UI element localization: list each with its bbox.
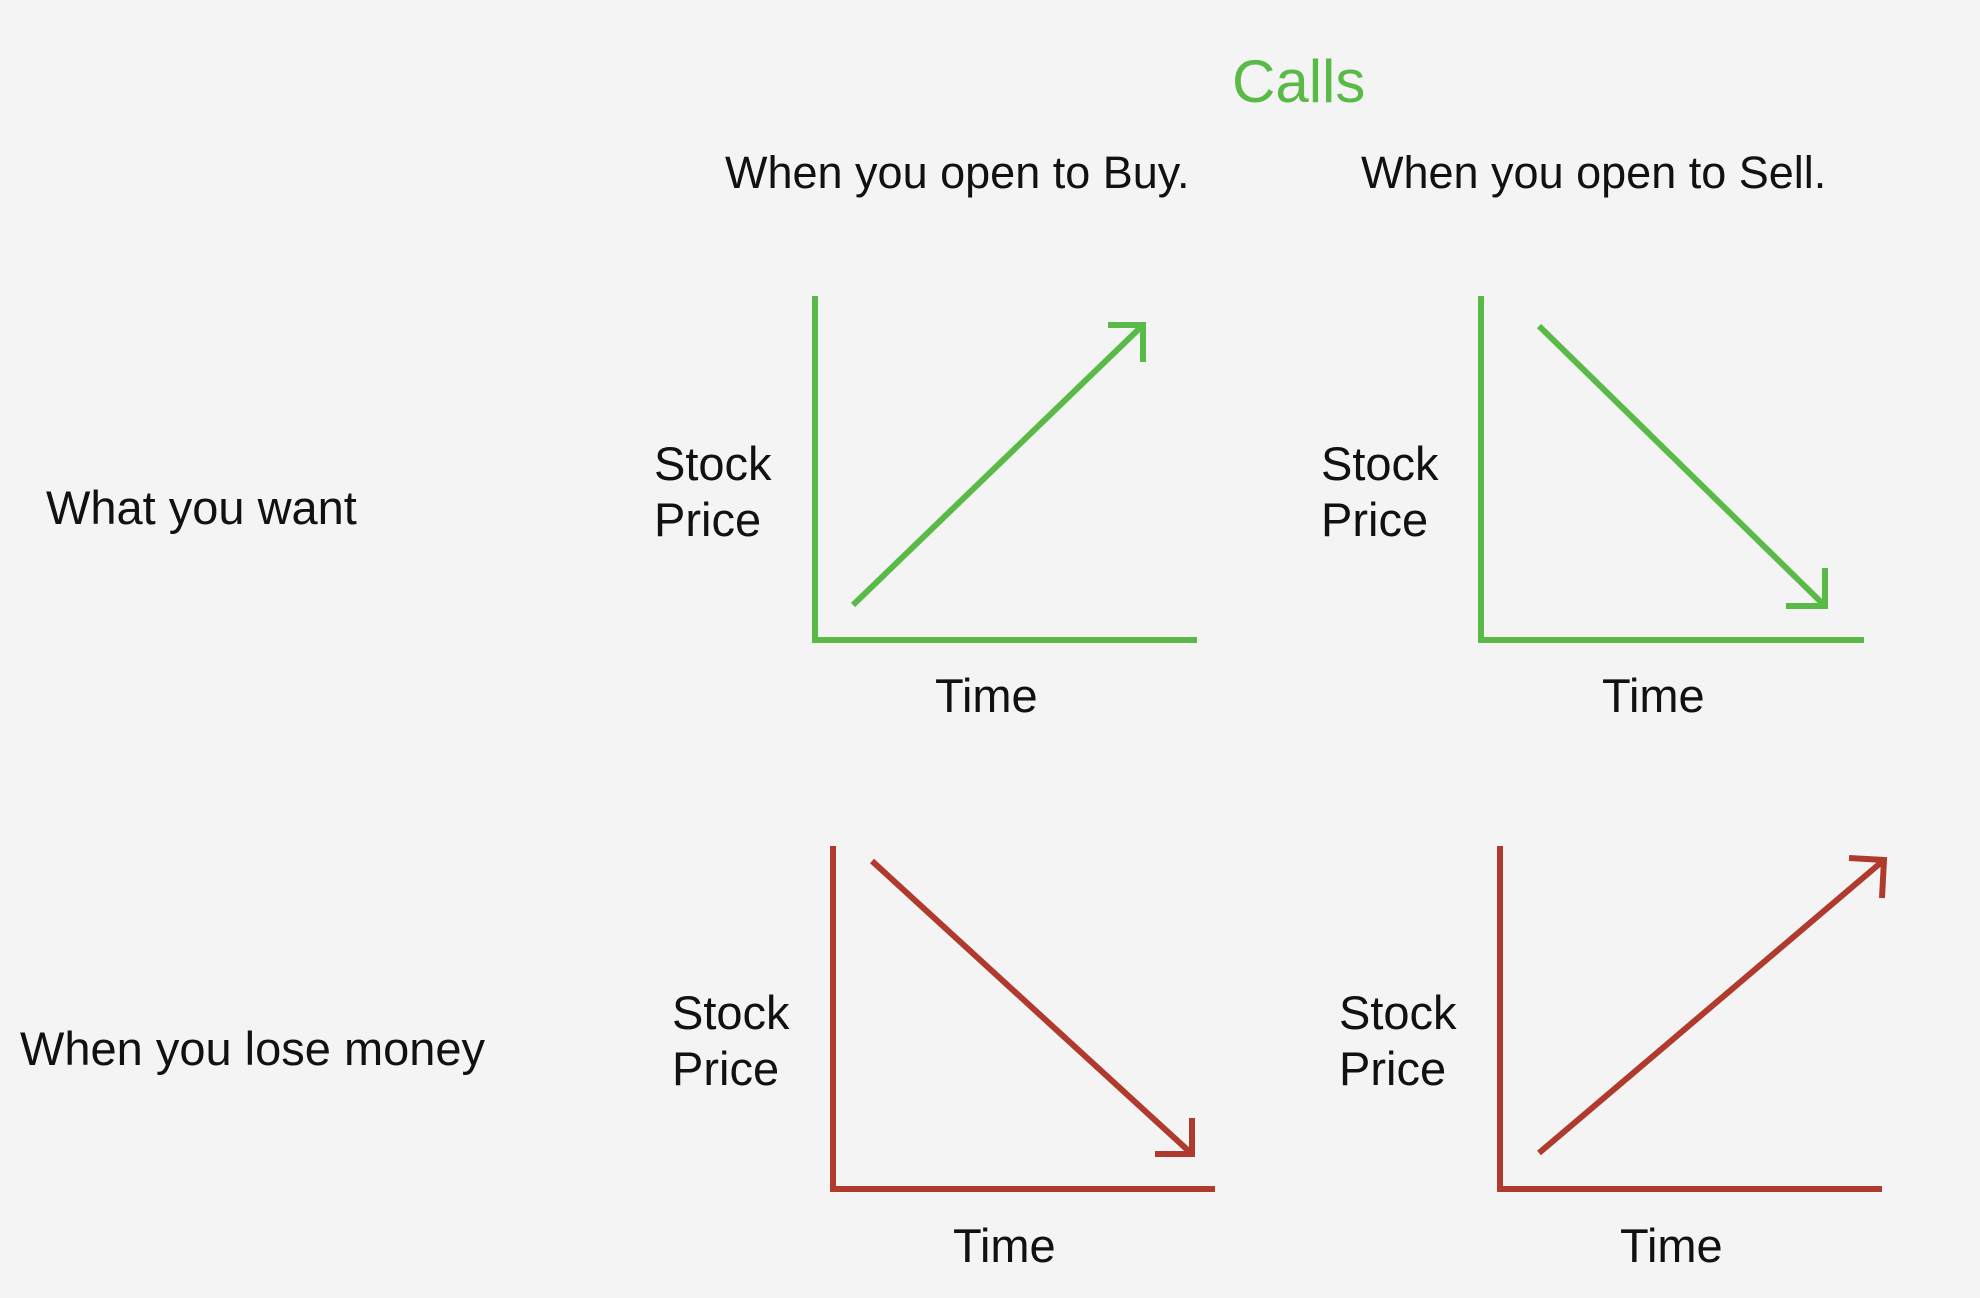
panel-lose-buy-arrow bbox=[869, 858, 1195, 1157]
column-header-buy: When you open to Buy. bbox=[725, 147, 1190, 198]
page-title: Calls bbox=[1232, 48, 1366, 115]
row-header-lose: When you lose money bbox=[20, 1022, 486, 1075]
y-label-line1: Stock bbox=[672, 986, 790, 1039]
panel-lose-sell-x-label: Time bbox=[1620, 1219, 1723, 1272]
panel-want-sell-x-label: Time bbox=[1602, 669, 1705, 722]
panel-lose-sell-y-label: Stock Price bbox=[1339, 985, 1457, 1097]
panel-want-buy-y-label: Stock Price bbox=[654, 436, 772, 548]
y-label-line1: Stock bbox=[1321, 437, 1439, 490]
column-header-sell: When you open to Sell. bbox=[1361, 147, 1827, 198]
y-label-line1: Stock bbox=[1339, 986, 1457, 1039]
panel-lose-sell-axes bbox=[1497, 846, 1882, 1192]
panel-lose-buy-x-label: Time bbox=[953, 1219, 1056, 1272]
panel-lose-sell-arrow bbox=[1537, 855, 1888, 1156]
y-label-line2: Price bbox=[654, 493, 762, 546]
panel-want-buy-axes bbox=[812, 296, 1197, 643]
panel-want-buy-arrow bbox=[850, 322, 1146, 608]
panel-want-buy-x-label: Time bbox=[935, 669, 1038, 722]
panel-want-sell-arrow bbox=[1536, 323, 1828, 609]
panel-lose-buy-axes bbox=[830, 846, 1215, 1192]
y-label-line2: Price bbox=[1321, 493, 1429, 546]
panel-want-sell-y-label: Stock Price bbox=[1321, 436, 1439, 548]
y-label-line2: Price bbox=[672, 1042, 780, 1095]
panel-want-sell-axes bbox=[1478, 296, 1864, 643]
row-header-want: What you want bbox=[46, 481, 357, 534]
panel-lose-buy-y-label: Stock Price bbox=[672, 985, 790, 1097]
y-label-line1: Stock bbox=[654, 437, 772, 490]
y-label-line2: Price bbox=[1339, 1042, 1447, 1095]
